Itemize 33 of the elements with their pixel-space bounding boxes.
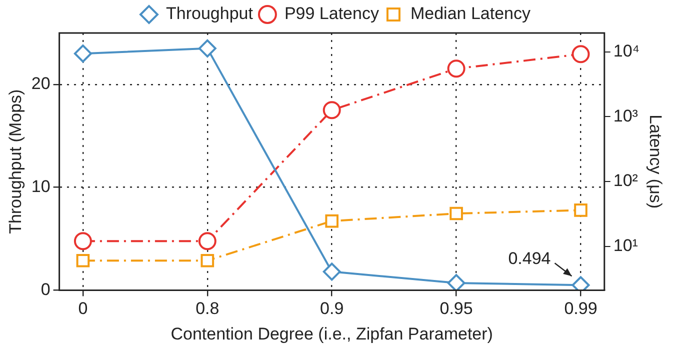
annotation: 0.494 [508,248,551,268]
point [76,254,90,268]
x-tick-label: 0 [78,299,88,318]
y-tick-label: 20 [31,74,50,94]
point [322,101,341,120]
x-axis-title: Contention Degree (i.e., Zipfan Parameter) [170,324,493,344]
y-tick-label: 10 [31,177,50,196]
point [200,254,214,268]
point [198,39,216,58]
point [447,60,466,78]
point [450,206,463,220]
y2-axis-title: Latency (μs) [646,114,666,209]
point [74,44,92,63]
y2-tick-label: 10¹ [613,236,638,255]
y-axis-title: Throughput (Mops) [6,89,25,234]
y-tick-label: 0 [40,280,50,299]
point [322,262,341,281]
legend-label: P99 Latency [284,4,380,24]
y2-tick-label: 10⁴ [613,41,640,60]
point [447,274,466,290]
point [572,45,590,64]
x-tick-label: 0.8 [196,299,220,318]
legend-label: Throughput [166,4,254,24]
point [198,232,216,250]
y2-tick-label: 10³ [613,106,638,126]
x-tick-label: 0.99 [564,299,598,318]
x-tick-label: 0.9 [320,299,344,318]
legend-label: Median Latency [410,4,531,24]
point [574,204,588,217]
point [74,232,92,250]
y2-tick-label: 10² [613,171,638,190]
point [325,214,339,228]
x-tick-label: 0.95 [440,299,473,318]
